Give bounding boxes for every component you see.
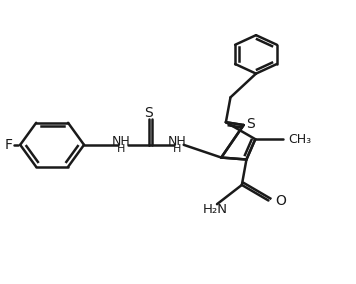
Text: NH: NH [168,135,187,148]
Text: S: S [145,106,153,120]
Text: H₂N: H₂N [203,203,228,216]
Text: S: S [246,117,255,131]
Text: CH₃: CH₃ [289,133,312,146]
Text: O: O [275,193,286,208]
Text: F: F [4,138,12,152]
Text: H: H [173,144,182,154]
Text: NH: NH [112,135,131,148]
Text: H: H [117,144,125,154]
